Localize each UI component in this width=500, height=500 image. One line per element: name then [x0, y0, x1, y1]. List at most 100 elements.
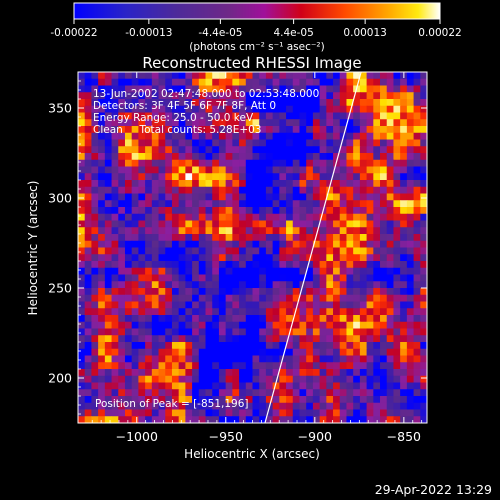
heatmap-cell — [252, 99, 260, 107]
heatmap-cell — [78, 382, 86, 390]
solar-limb-line — [264, 72, 362, 423]
heatmap-cell — [225, 159, 233, 168]
heatmap-cell — [319, 409, 327, 417]
heatmap-cell — [406, 328, 415, 336]
heatmap-cell — [118, 146, 126, 154]
heatmap-cell — [353, 396, 361, 404]
heatmap-cell — [393, 227, 401, 235]
heatmap-cell — [252, 166, 260, 174]
heatmap-cell — [171, 85, 180, 93]
heatmap-cell — [420, 220, 427, 228]
heatmap-cell — [111, 85, 119, 93]
heatmap-cell — [178, 355, 186, 363]
heatmap-cell — [84, 119, 93, 127]
heatmap-cell — [151, 85, 160, 93]
heatmap-cell — [212, 355, 220, 363]
heatmap-cell — [259, 308, 267, 316]
heatmap-cell — [78, 348, 86, 357]
heatmap-cell — [212, 180, 220, 188]
heatmap-cell — [366, 328, 374, 336]
heatmap-cell — [420, 234, 427, 242]
heatmap-cell — [306, 402, 314, 411]
heatmap-cell — [78, 132, 86, 141]
heatmap-cell — [165, 321, 173, 330]
heatmap-cell — [84, 328, 93, 336]
heatmap-cell — [111, 254, 119, 262]
heatmap-cell — [192, 112, 200, 120]
heatmap-cell — [359, 267, 368, 276]
heatmap-cell — [373, 369, 381, 377]
heatmap-cell — [272, 132, 280, 141]
heatmap-cell — [319, 166, 327, 174]
heatmap-cell — [124, 119, 133, 127]
heatmap-cell — [118, 288, 126, 296]
heatmap-cell — [286, 274, 294, 282]
heatmap-cell — [299, 72, 307, 80]
heatmap-cell — [420, 416, 427, 423]
heatmap-cell — [373, 153, 381, 161]
heatmap-cell — [393, 409, 401, 417]
heatmap-cell — [339, 173, 348, 181]
heatmap-cell — [380, 159, 388, 168]
heatmap-cell — [138, 261, 146, 269]
heatmap-cell — [265, 159, 274, 168]
heatmap-cell — [346, 200, 354, 208]
heatmap-cell — [359, 207, 368, 215]
heatmap-cell — [386, 247, 395, 255]
heatmap-cell — [292, 362, 301, 370]
heatmap-cell — [138, 382, 146, 390]
heatmap-cell — [138, 294, 146, 303]
heatmap-cell — [400, 382, 408, 390]
heatmap-cell — [218, 105, 227, 114]
heatmap-cell — [165, 234, 173, 242]
heatmap-cell — [232, 78, 240, 87]
heatmap-cell — [400, 328, 408, 336]
heatmap-cell — [286, 375, 294, 384]
heatmap-cell — [406, 72, 415, 80]
heatmap-cell — [299, 389, 307, 397]
heatmap-cell — [198, 416, 207, 423]
heatmap-cell — [406, 159, 415, 168]
heatmap-cell — [98, 234, 106, 242]
heatmap-cell — [212, 254, 220, 262]
heatmap-cell — [91, 396, 99, 404]
heatmap-cell — [406, 180, 415, 188]
heatmap-cell — [406, 315, 415, 323]
heatmap-cell — [118, 186, 126, 195]
heatmap-cell — [138, 348, 146, 357]
heatmap-cell — [212, 301, 220, 309]
heatmap-cell — [386, 234, 395, 242]
heatmap-cell — [131, 382, 139, 390]
heatmap-cell — [212, 146, 220, 154]
heatmap-cell — [366, 85, 374, 93]
heatmap-cell — [393, 234, 401, 242]
heatmap-cell — [400, 321, 408, 330]
heatmap-cell — [353, 402, 361, 411]
info-line-counts: Clean Total counts: 5.28E+03 — [93, 124, 262, 136]
heatmap-cell — [192, 139, 200, 147]
heatmap-cell — [312, 342, 321, 350]
heatmap-cell — [165, 281, 173, 289]
heatmap-cell — [272, 308, 280, 316]
heatmap-cell — [212, 288, 220, 296]
heatmap-cell — [91, 355, 99, 363]
heatmap-cell — [145, 92, 153, 100]
heatmap-cell — [400, 240, 408, 249]
heatmap-cell — [420, 389, 427, 397]
heatmap-cell — [151, 281, 160, 289]
heatmap-cell — [225, 247, 233, 255]
heatmap-cell — [245, 328, 254, 336]
heatmap-cell — [373, 362, 381, 370]
heatmap-cell — [299, 369, 307, 377]
heatmap-cell — [380, 240, 388, 249]
heatmap-cell — [339, 72, 348, 80]
heatmap-cell — [353, 416, 361, 423]
heatmap-cell — [353, 369, 361, 377]
heatmap-cell — [158, 105, 166, 114]
heatmap-cell — [111, 173, 119, 181]
heatmap-cell — [78, 328, 86, 336]
heatmap-cell — [279, 375, 287, 384]
heatmap-cell — [111, 315, 119, 323]
heatmap-cell — [111, 362, 119, 370]
heatmap-cell — [373, 321, 381, 330]
